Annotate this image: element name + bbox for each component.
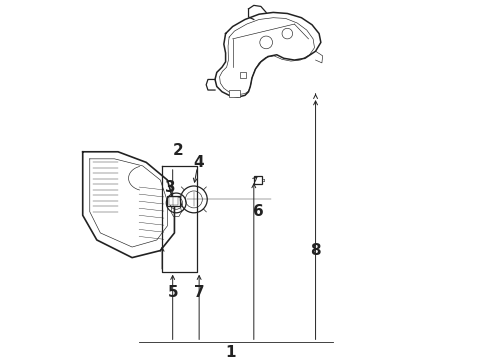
Text: 8: 8	[310, 243, 321, 258]
Bar	[168, 196, 180, 207]
Bar	[254, 176, 262, 184]
Bar	[169, 197, 173, 205]
Bar	[173, 197, 178, 205]
Text: 1: 1	[225, 345, 236, 360]
Text: 3: 3	[165, 180, 175, 194]
Text: 6: 6	[253, 204, 264, 219]
Text: 4: 4	[193, 155, 204, 170]
Bar	[229, 90, 240, 97]
Bar	[240, 72, 246, 78]
Text: 7: 7	[194, 285, 204, 300]
Text: 2: 2	[172, 143, 183, 158]
Text: 5: 5	[168, 285, 178, 300]
